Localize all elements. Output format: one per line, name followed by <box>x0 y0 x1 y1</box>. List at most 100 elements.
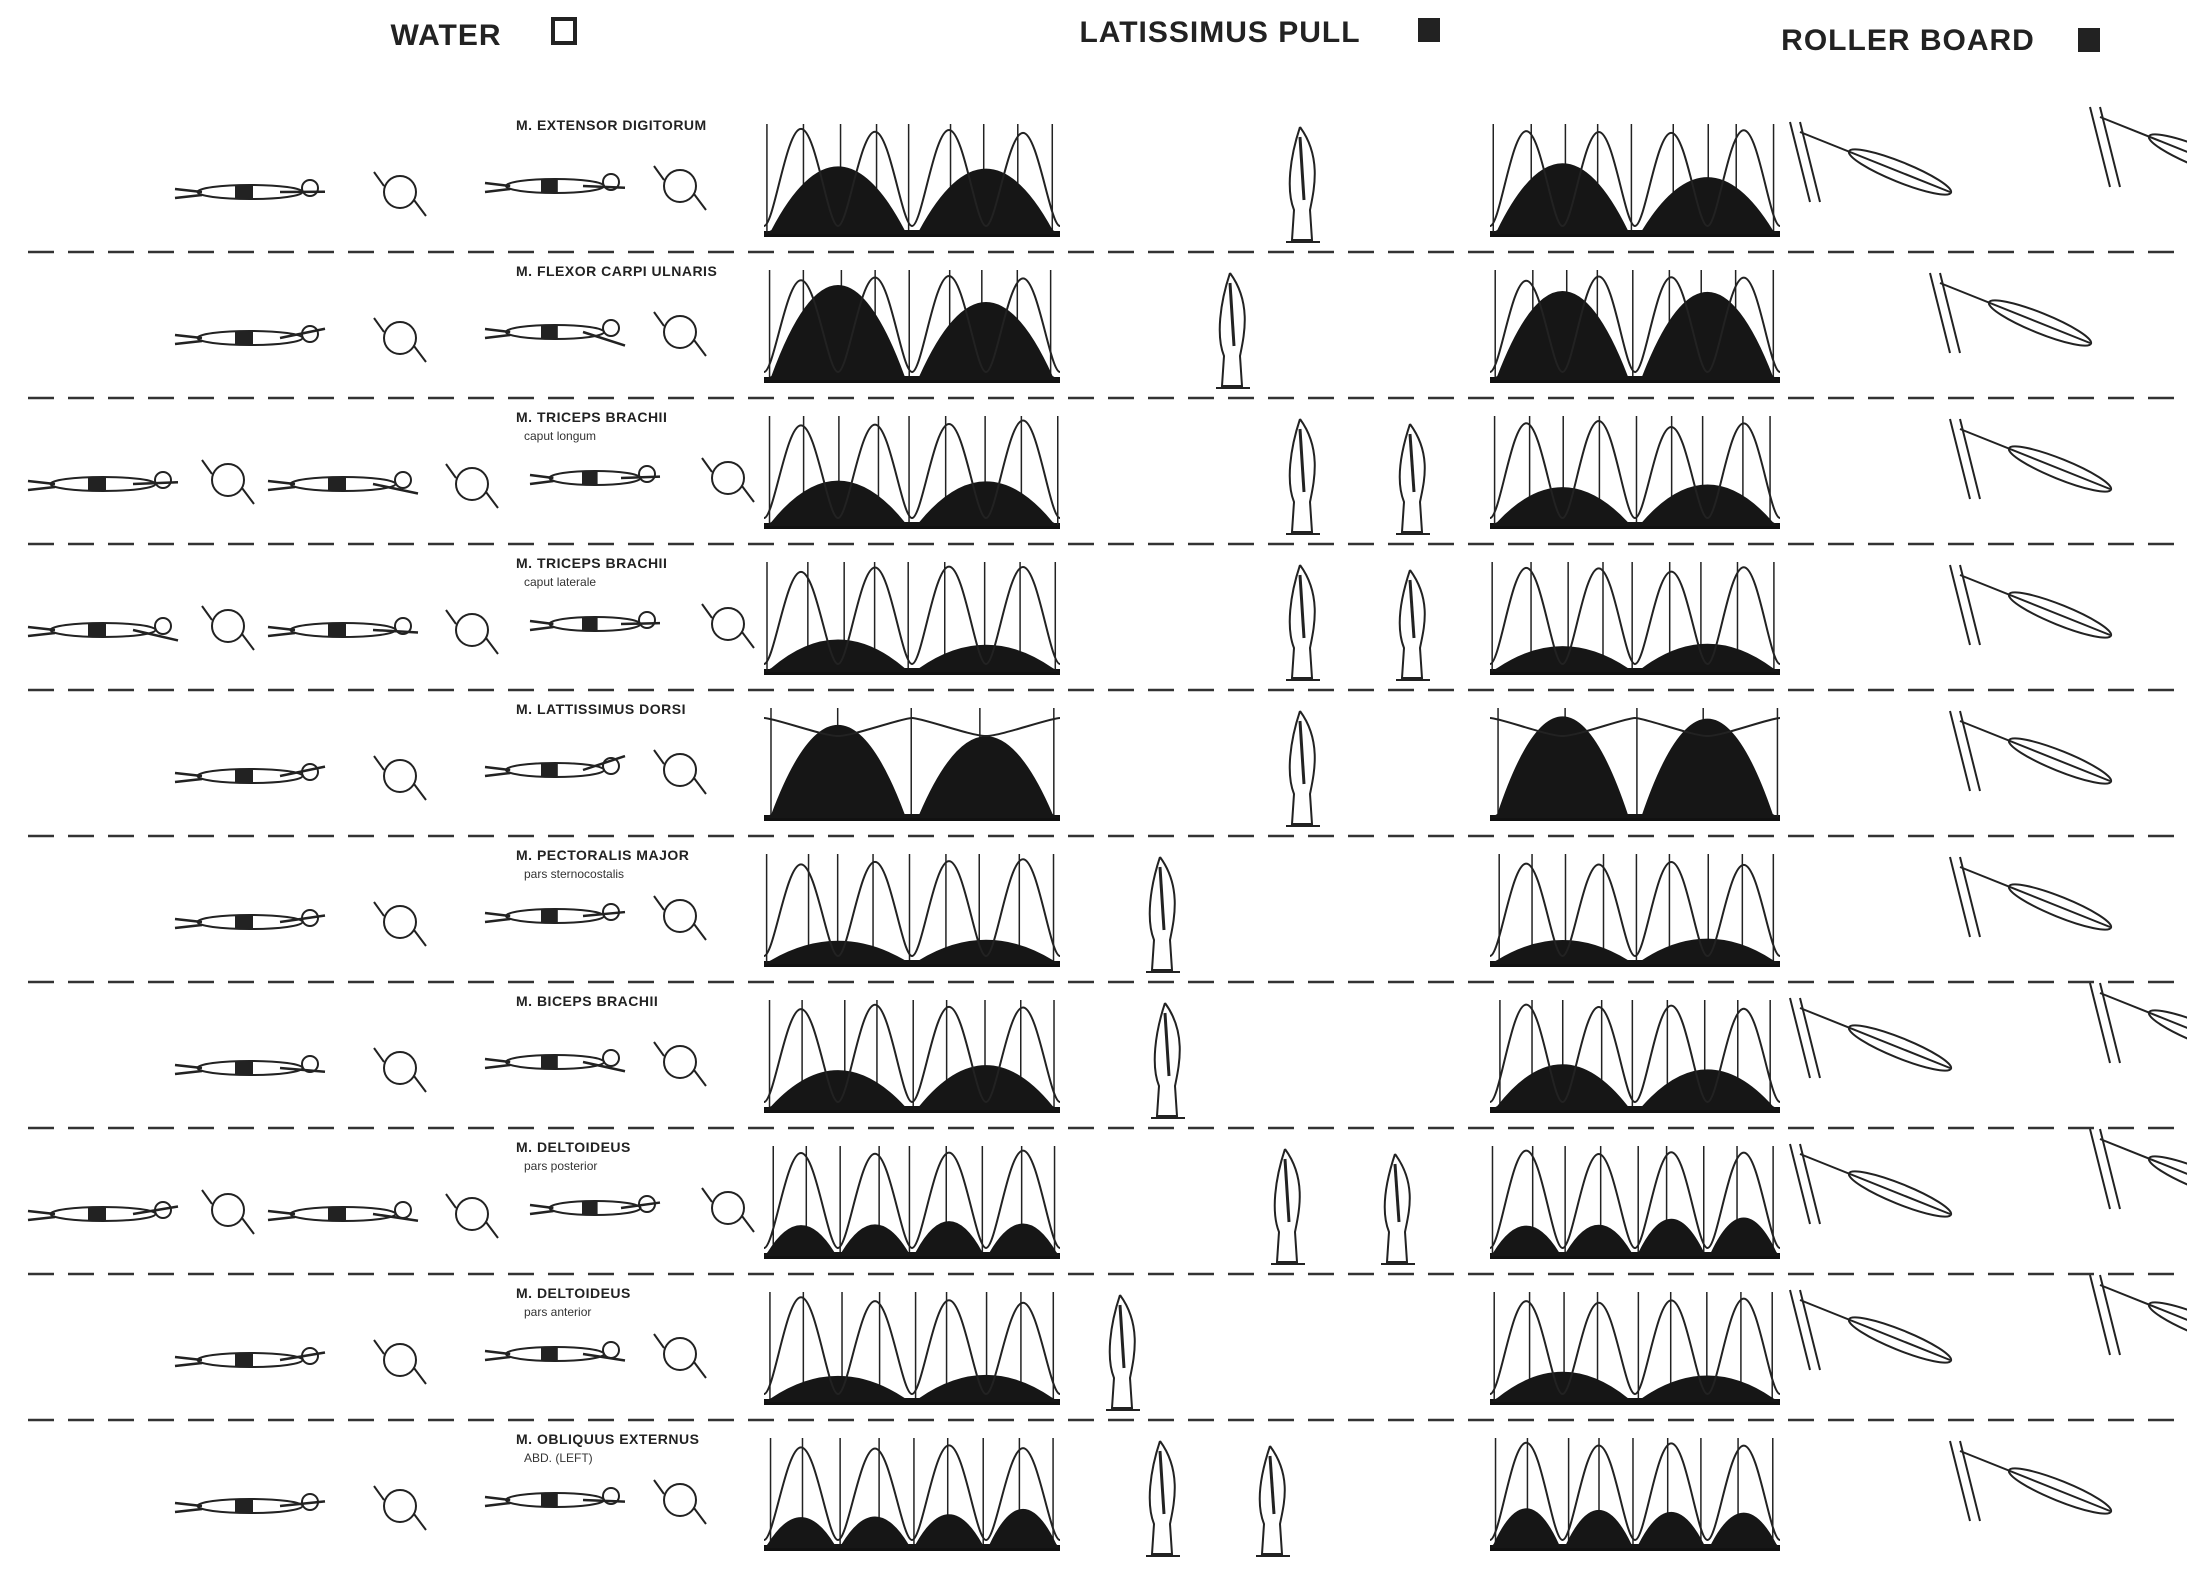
front-view-sketch <box>654 1334 706 1378</box>
standing-figure <box>1256 1446 1290 1556</box>
arms <box>374 318 426 362</box>
swimsuit <box>541 910 558 922</box>
muscle-label: M. DELTOIDEUS <box>516 1139 631 1155</box>
roller-board-sketch <box>1790 122 1955 202</box>
arms <box>654 166 706 210</box>
front-view-sketch <box>654 312 706 356</box>
swimsuit <box>541 1494 558 1506</box>
front-view-sketch <box>702 604 754 648</box>
front-view-sketch <box>446 464 498 508</box>
muscle-label: M. TRICEPS BRACHII <box>516 409 667 425</box>
roller-board-sketch <box>2090 107 2187 187</box>
figure-limb <box>1410 434 1414 492</box>
emg-panel <box>1490 1292 1780 1402</box>
swimsuit <box>88 624 106 636</box>
figure-limb <box>1160 1451 1164 1514</box>
swimsuit <box>541 180 558 192</box>
standing-figure <box>1271 1149 1305 1264</box>
arms <box>202 460 254 504</box>
page: {"headers": [{"label": "WATER"}, {"label… <box>0 0 2187 1578</box>
figure-limb <box>1230 283 1234 346</box>
front-view-sketch <box>702 1188 754 1232</box>
standing-figure <box>1106 1295 1140 1410</box>
swimmer-sketch <box>175 180 325 199</box>
swimsuit <box>541 1056 558 1068</box>
muscle-part: caput laterale <box>524 575 596 589</box>
emg-panel <box>1490 1438 1780 1548</box>
header: LATISSIMUS PULL <box>1079 16 1360 49</box>
arms <box>374 756 426 800</box>
standing-figure <box>1286 419 1320 534</box>
body <box>2145 1003 2187 1063</box>
front-view-sketch <box>202 460 254 504</box>
figure-limb <box>1395 1164 1399 1222</box>
board <box>1960 575 2110 635</box>
muscle-part: pars anterior <box>524 1305 591 1319</box>
emg-activity <box>1490 1218 1780 1256</box>
swimmer-sketch <box>485 1342 625 1361</box>
standing-figure <box>1146 857 1180 972</box>
head <box>712 462 744 494</box>
emg-outline <box>764 718 1060 736</box>
front-view-sketch <box>374 1340 426 1384</box>
muscle-part: pars posterior <box>524 1159 597 1173</box>
head <box>456 468 488 500</box>
emg-activity <box>1490 1064 1780 1110</box>
emg-activity <box>764 166 1060 234</box>
arms <box>374 1340 426 1384</box>
swimmer-sketch <box>28 472 178 491</box>
standing-figure <box>1151 1003 1185 1118</box>
roller-board-sketch <box>1950 565 2115 645</box>
head <box>664 900 696 932</box>
head <box>212 610 244 642</box>
muscle-part: ABD. (LEFT) <box>524 1451 593 1465</box>
roller-board-sketch <box>2090 1129 2187 1209</box>
roller-board-sketch <box>1950 419 2115 499</box>
arms <box>446 464 498 508</box>
figure-limb <box>1410 580 1414 638</box>
front-view-sketch <box>202 1190 254 1234</box>
front-view-sketch <box>446 1194 498 1238</box>
emg-panel <box>1490 708 1780 818</box>
board <box>2100 993 2187 1053</box>
legend-square <box>553 19 575 43</box>
figure-limb <box>1300 575 1304 638</box>
standing-figure <box>1286 711 1320 826</box>
emg-activity <box>1490 1508 1780 1548</box>
head <box>456 1198 488 1230</box>
swimmer-sketch <box>175 1348 325 1367</box>
front-view-sketch <box>202 606 254 650</box>
swimsuit <box>235 770 253 782</box>
swimmer-sketch <box>175 1494 325 1513</box>
front-view-sketch <box>374 756 426 800</box>
arms <box>446 1194 498 1238</box>
board <box>1940 283 2090 343</box>
swimmer-sketch <box>530 1196 660 1215</box>
front-view-sketch <box>374 1486 426 1530</box>
emg-activity <box>1490 485 1780 526</box>
swimmer-sketch <box>28 1202 178 1221</box>
head <box>212 1194 244 1226</box>
swimsuit <box>582 1202 598 1214</box>
swimsuit <box>88 1208 106 1220</box>
standing-figure <box>1286 127 1320 242</box>
emg-activity <box>764 1509 1060 1548</box>
emg-activity <box>1490 716 1780 818</box>
emg-panel <box>764 562 1060 672</box>
head <box>664 316 696 348</box>
figure-limb <box>1160 867 1164 930</box>
swimsuit <box>235 916 253 928</box>
roller-board-sketch <box>1930 273 2095 353</box>
standing-figure <box>1396 570 1430 680</box>
swimmer-sketch <box>28 618 178 640</box>
swimmer-sketch <box>485 756 625 777</box>
front-view-sketch <box>654 896 706 940</box>
roller-board-sketch <box>1790 1144 1955 1224</box>
swimsuit <box>328 1208 346 1220</box>
front-view-sketch <box>374 318 426 362</box>
legend-square <box>1418 18 1440 42</box>
roller-board-sketch <box>1790 1290 1955 1370</box>
swimmer-head <box>639 612 655 628</box>
emg-panel <box>764 1438 1060 1548</box>
head <box>384 176 416 208</box>
